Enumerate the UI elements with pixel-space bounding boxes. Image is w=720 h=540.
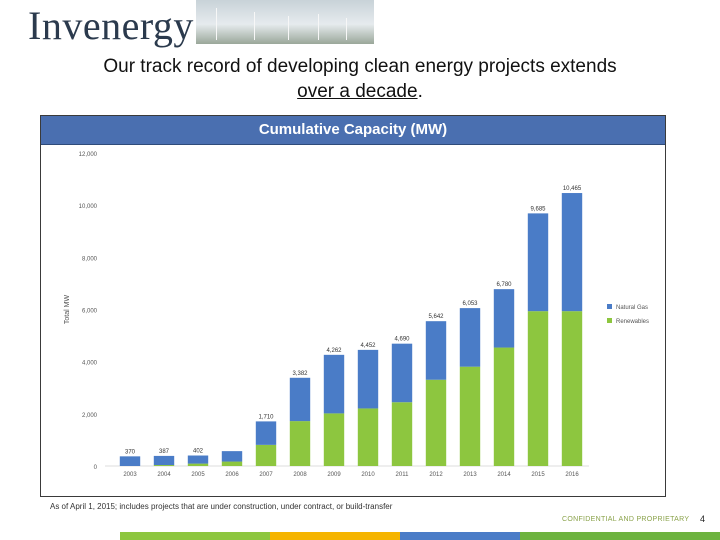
turbine-mast [288, 16, 289, 40]
subtitle-underlined: over a decade [297, 81, 418, 102]
total-label: 4,452 [360, 343, 376, 349]
total-label: 5,642 [428, 314, 444, 320]
stacked-bar-chart: 0 2,000 4,000 6,000 8,000 10,000 12,000 Total M… [64, 152, 649, 478]
bar-renewables [357, 408, 379, 466]
total-label: 6,780 [496, 282, 512, 288]
bar-segment [120, 532, 270, 540]
legend-swatch [607, 304, 612, 309]
bar-natural-gas [425, 321, 447, 380]
bar-segment [520, 532, 720, 540]
bar-renewables [527, 311, 549, 466]
page-number: 4 [700, 514, 706, 524]
turbine-mast [216, 8, 217, 40]
bar-segment [0, 532, 120, 540]
company-logo: Invenergy [28, 3, 194, 48]
bar-natural-gas [289, 377, 311, 422]
total-label: 1,710 [258, 414, 274, 420]
subtitle-line-1: Our track record of developing clean ene… [103, 56, 617, 77]
legend-label: Natural Gas [616, 305, 648, 311]
chart-frame: Cumulative Capacity (MW) 0 2,000 4,000 6,00… [40, 115, 666, 497]
total-label: 387 [159, 449, 170, 455]
bar-natural-gas [493, 289, 515, 348]
x-tick-label: 2016 [565, 472, 579, 478]
bar-renewables [493, 347, 515, 466]
bar-natural-gas [119, 456, 141, 466]
total-label: 4,690 [394, 337, 410, 343]
bar-renewables [425, 379, 447, 466]
bar-segment [400, 532, 520, 540]
x-tick-label: 2012 [429, 472, 443, 478]
bar-natural-gas [323, 354, 345, 414]
wind-turbine-photo [196, 0, 374, 44]
total-label: 10,465 [563, 186, 582, 192]
total-label: 370 [125, 449, 136, 455]
bar-renewables [459, 366, 481, 466]
y-tick-label: 0 [94, 465, 98, 471]
bar-natural-gas [459, 308, 481, 367]
y-tick-label: 8,000 [82, 256, 98, 262]
footnote: As of April 1, 2015; includes projects t… [50, 502, 393, 511]
bar-natural-gas [255, 421, 277, 445]
y-tick-label: 10,000 [79, 204, 98, 210]
legend-label: Renewables [616, 319, 649, 325]
bar-renewables [391, 402, 413, 466]
subtitle-line-2: over a decade. [297, 81, 423, 102]
bar-renewables [289, 421, 311, 466]
bar-renewables [187, 463, 209, 466]
total-label: 9,685 [530, 206, 546, 212]
bar-segment [270, 532, 400, 540]
bar-renewables [561, 311, 583, 466]
x-tick-label: 2008 [293, 472, 307, 478]
total-label: 4,262 [326, 348, 342, 354]
turbine-mast [254, 12, 255, 40]
bar-renewables [255, 444, 277, 466]
total-label: 6,053 [462, 301, 478, 307]
y-tick-label: 4,000 [82, 361, 98, 367]
x-tick-label: 2013 [463, 472, 477, 478]
y-axis-label: Total MW [64, 295, 71, 325]
bar-renewables [153, 465, 175, 466]
x-tick-label: 2009 [327, 472, 341, 478]
x-tick-label: 2005 [191, 472, 205, 478]
bar-natural-gas [187, 455, 209, 464]
bottom-color-bar [0, 532, 720, 540]
chart-title: Cumulative Capacity (MW) [41, 116, 665, 145]
y-tick-label: 6,000 [82, 309, 98, 315]
bar-natural-gas [561, 193, 583, 312]
total-label: 402 [193, 449, 204, 455]
y-tick-label: 2,000 [82, 413, 98, 419]
bar-renewables [323, 413, 345, 466]
x-tick-label: 2003 [123, 472, 137, 478]
y-tick-label: 12,000 [79, 152, 98, 158]
bar-natural-gas [221, 451, 243, 462]
x-tick-label: 2004 [157, 472, 171, 478]
total-label: 3,382 [292, 371, 308, 377]
bar-natural-gas [153, 455, 175, 466]
x-tick-label: 2007 [259, 472, 273, 478]
bar-natural-gas [357, 349, 379, 409]
x-tick-label: 2006 [225, 472, 239, 478]
slide-subtitle: Our track record of developing clean ene… [40, 54, 680, 104]
x-tick-label: 2014 [497, 472, 511, 478]
bar-renewables [221, 461, 243, 466]
x-tick-label: 2010 [361, 472, 375, 478]
turbine-mast [318, 14, 319, 40]
x-tick-label: 2011 [396, 472, 410, 478]
confidential-label: CONFIDENTIAL AND PROPRIETARY [562, 516, 690, 523]
legend-swatch [607, 318, 612, 323]
bar-natural-gas [527, 213, 549, 312]
bar-natural-gas [391, 343, 413, 403]
turbine-mast [346, 18, 347, 40]
x-tick-label: 2015 [531, 472, 545, 478]
